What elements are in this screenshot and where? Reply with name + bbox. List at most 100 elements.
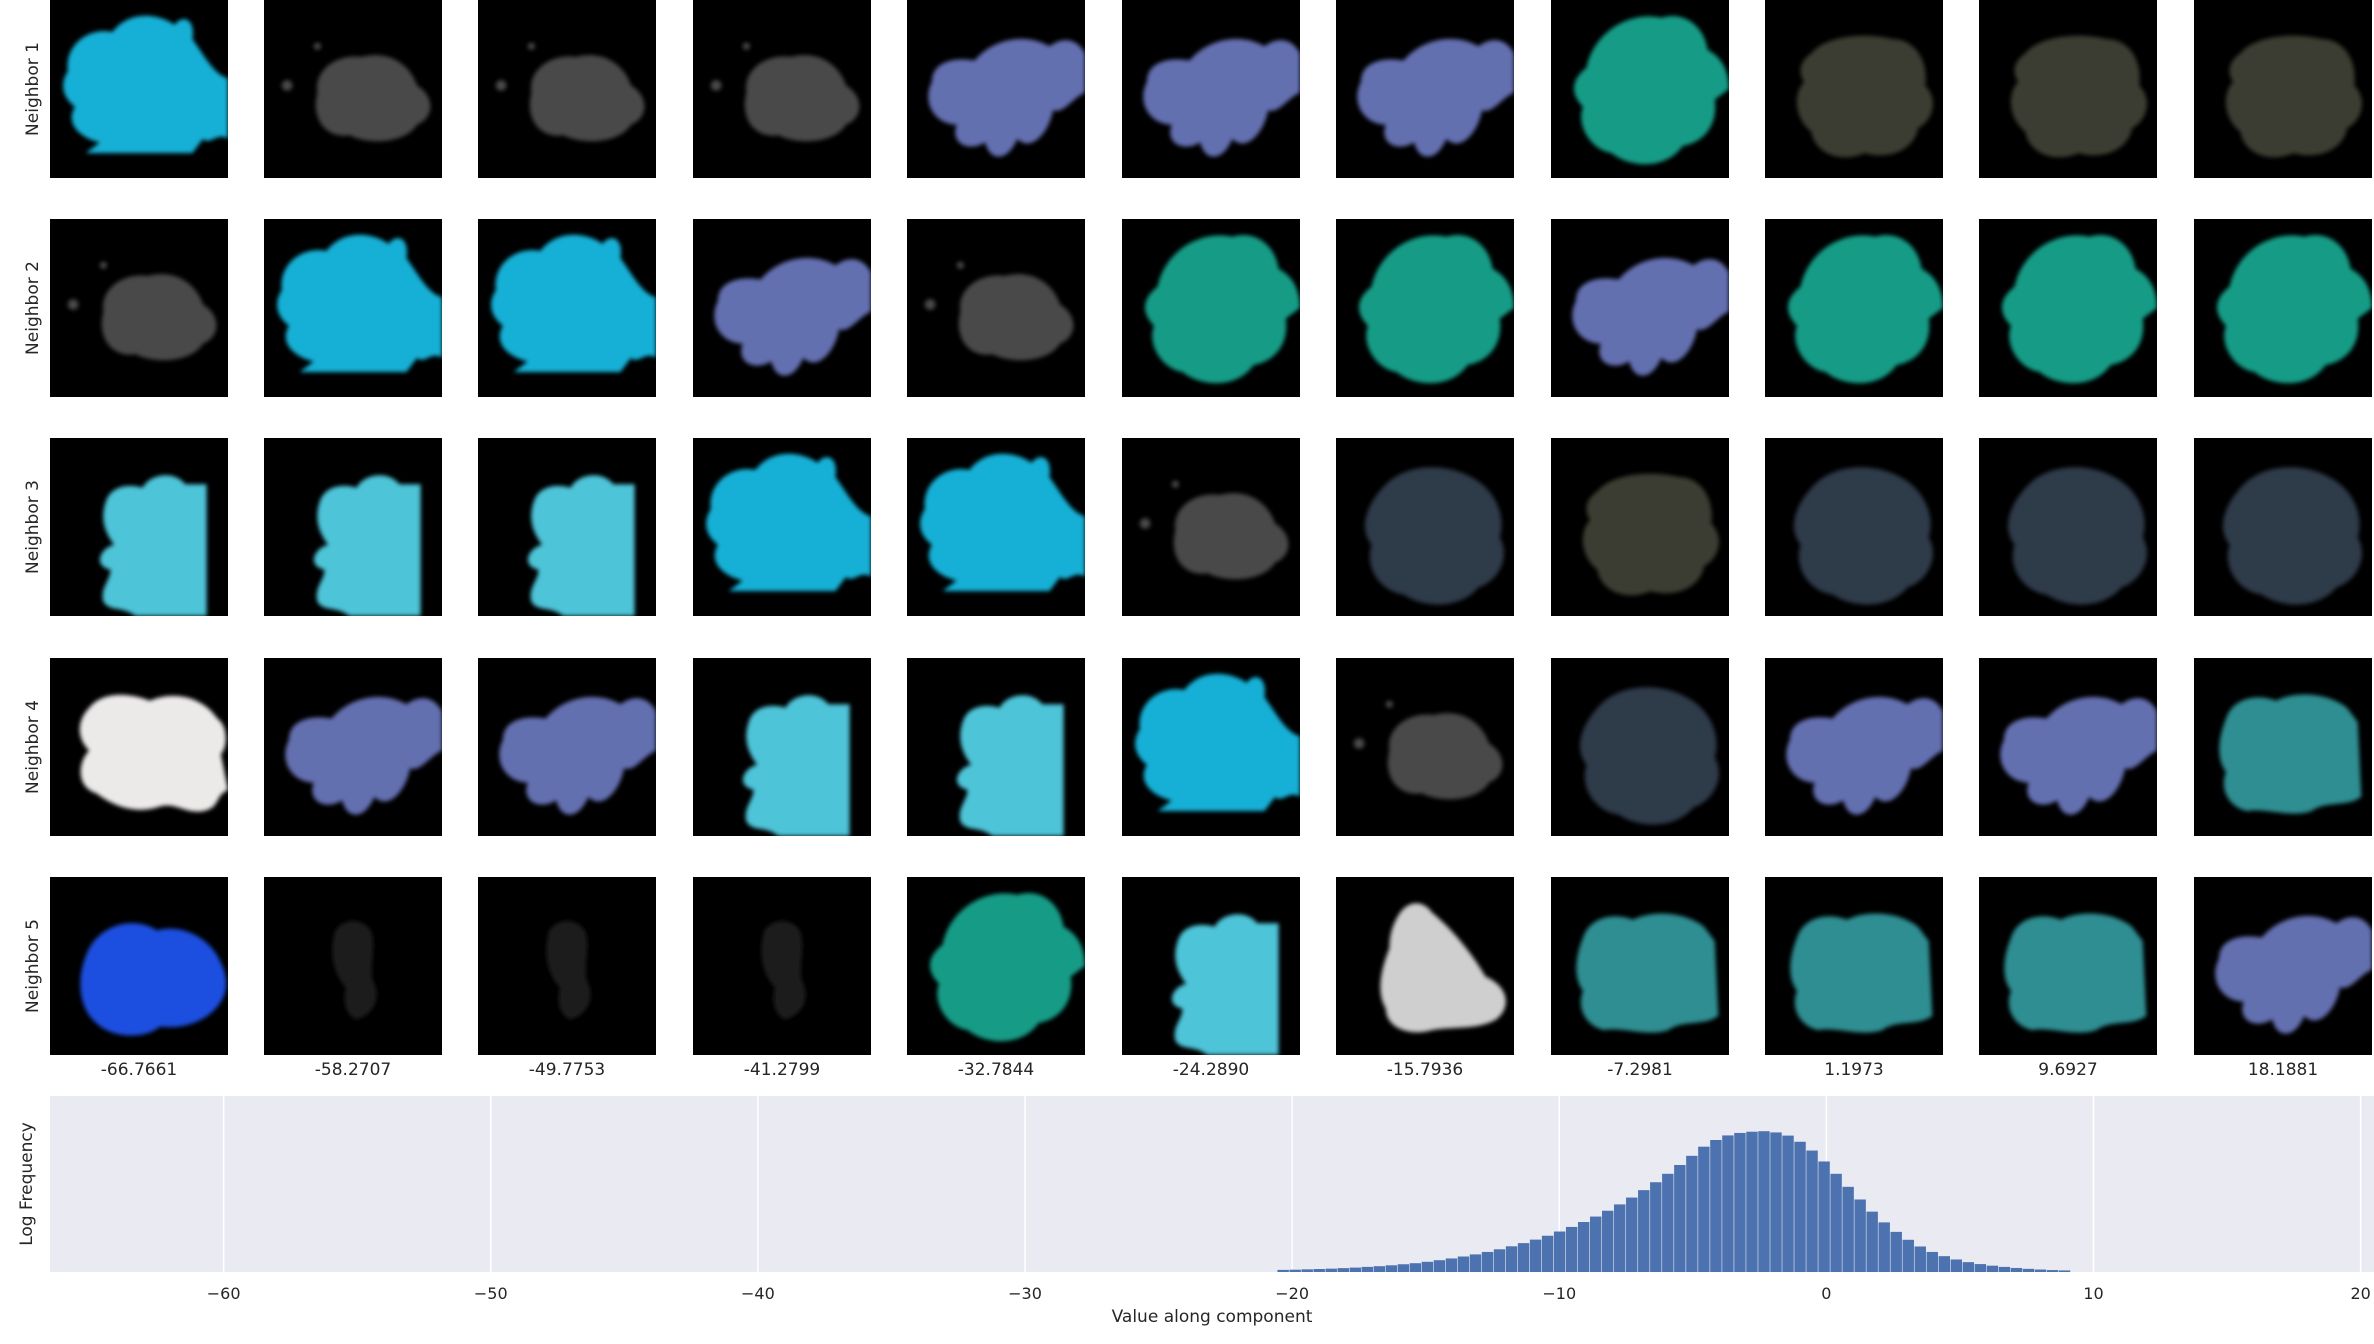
thumbnail-neighbor-2-col-2 [264,219,442,397]
thumbnail-neighbor-1-col-6 [1122,0,1300,178]
thumbnail-neighbor-5-col-8 [1551,877,1729,1055]
histogram-bar [1806,1150,1818,1272]
object-silhouette-teal-leaf [1358,234,1514,384]
histogram-bar [1746,1131,1758,1272]
histogram-bar [1433,1260,1446,1272]
thumbnail-neighbor-4-col-1 [50,658,228,836]
column-value-label: 9.6927 [2038,1060,2097,1080]
histogram-bar [1541,1235,1554,1272]
column-value-label: -15.7936 [1387,1060,1463,1080]
object-silhouette-lightblue-fish [99,475,207,616]
histogram-bar [1409,1263,1422,1272]
thumbnail-neighbor-2-col-4 [693,219,871,397]
object-silhouette-aqua-patch [2219,694,2362,814]
row-label-neighbor-5: Neighbor 5 [23,919,43,1013]
histogram-bar [1277,1269,1289,1272]
object-silhouette-periwinkle-splat [1572,257,1729,376]
thumbnail-neighbor-3-col-9 [1765,438,1943,616]
histogram-bar [1782,1135,1794,1272]
histogram-bar [1926,1251,1938,1272]
thumbnail-neighbor-1-col-11 [2194,0,2372,178]
thumbnail-neighbor-3-col-2 [264,438,442,616]
object-silhouette-olive-blob [1582,473,1719,596]
row-label-neighbor-2: Neighbor 2 [23,261,43,355]
x-tick-label: −10 [1542,1284,1576,1303]
x-tick-label: −60 [207,1284,241,1303]
y-axis-label: Log Frequency [17,1122,37,1246]
histogram-bar [1373,1266,1386,1272]
object-silhouette-lightblue-fish [1171,914,1279,1055]
object-silhouette-periwinkle-splat [1143,38,1300,157]
thumbnail-neighbor-4-col-8 [1551,658,1729,836]
histogram-bar [1878,1222,1890,1272]
object-silhouette-periwinkle-splat [2000,696,2157,815]
histogram-bar [1998,1266,2011,1272]
x-tick-label: 0 [1821,1284,1831,1303]
object-silhouette-dark-faint [332,921,377,1020]
thumbnail-neighbor-2-col-11 [2194,219,2372,397]
histogram-bar [1662,1173,1674,1272]
thumbnail-neighbor-1-col-7 [1336,0,1514,178]
plot-area [50,1096,2374,1272]
histogram-bar [1361,1266,1374,1272]
histogram-bar [1313,1269,1325,1272]
histogram-bar [2034,1269,2047,1272]
object-silhouette-lightblue-fish [956,695,1064,836]
histogram-bar [1626,1197,1638,1272]
object-silhouette-periwinkle-splat [2215,915,2372,1034]
histogram-bar [2046,1270,2059,1272]
thumbnail-neighbor-4-col-7 [1336,658,1514,836]
thumbnail-neighbor-1-col-10 [1979,0,2157,178]
thumbnail-neighbor-5-col-10 [1979,877,2157,1055]
histogram-bar [1902,1239,1914,1272]
object-silhouette-gray-smudge [67,261,217,361]
thumbnail-neighbor-5-col-9 [1765,877,1943,1055]
thumbnail-neighbor-2-col-3 [478,219,656,397]
histogram-bar [1289,1269,1301,1272]
column-value-label: -66.7661 [101,1060,177,1080]
object-silhouette-white-blob [79,694,228,812]
object-silhouette-aqua-patch [2004,913,2147,1033]
thumbnail-neighbor-3-col-10 [1979,438,2157,616]
object-silhouette-cyan-blob [63,15,228,154]
histogram-bar [1349,1267,1361,1272]
histogram-bar [1758,1131,1770,1272]
histogram-bar [1938,1256,1951,1272]
x-tick-label: −20 [1275,1284,1309,1303]
x-tick-label: −40 [741,1284,775,1303]
object-silhouette-cyan-blob [277,234,442,373]
x-axis-label: Value along component [1112,1307,1313,1327]
column-value-label: -7.2981 [1607,1060,1673,1080]
thumbnail-neighbor-3-col-11 [2194,438,2372,616]
histogram-bar [1325,1268,1337,1272]
histogram-bar [1493,1249,1506,1272]
thumbnail-neighbor-5-col-5 [907,877,1085,1055]
histogram-bar [1445,1258,1458,1272]
object-silhouette-teal-leaf [929,892,1085,1042]
thumbnail-neighbor-2-col-10 [1979,219,2157,397]
histogram-bar [1589,1216,1602,1272]
histogram-bar [1517,1243,1530,1272]
object-silhouette-teal-leaf [2001,234,2157,384]
object-silhouette-slate-blob [2223,467,2362,605]
thumbnail-neighbor-5-col-1 [50,877,228,1055]
object-silhouette-lightblue-fish [742,695,850,836]
histogram: −60 −50 −40 −30 −20 −10 0 10 20 Value along compo… [17,1096,2374,1327]
histogram-bar [1830,1173,1842,1272]
thumbnail-neighbor-4-col-6 [1122,658,1300,836]
object-silhouette-gray-smudge [1139,480,1289,580]
x-tick-label: 10 [2083,1284,2103,1303]
histogram-bar [1650,1182,1662,1272]
row-label-neighbor-1: Neighbor 1 [23,42,43,136]
thumbnail-neighbor-1-col-1 [50,0,228,178]
histogram-bar [1986,1265,1999,1272]
histogram-bar [1638,1190,1650,1272]
thumbnail-neighbor-5-col-7 [1336,877,1514,1055]
thumbnail-neighbor-1-col-8 [1551,0,1729,178]
object-silhouette-cyan-blob [920,453,1085,592]
histogram-bar [1529,1239,1542,1272]
histogram-bar [1469,1254,1482,1272]
thumbnail-neighbor-5-col-6 [1122,877,1300,1055]
thumbnail-neighbor-2-col-8 [1551,219,1729,397]
object-silhouette-gray-smudge [495,42,645,142]
